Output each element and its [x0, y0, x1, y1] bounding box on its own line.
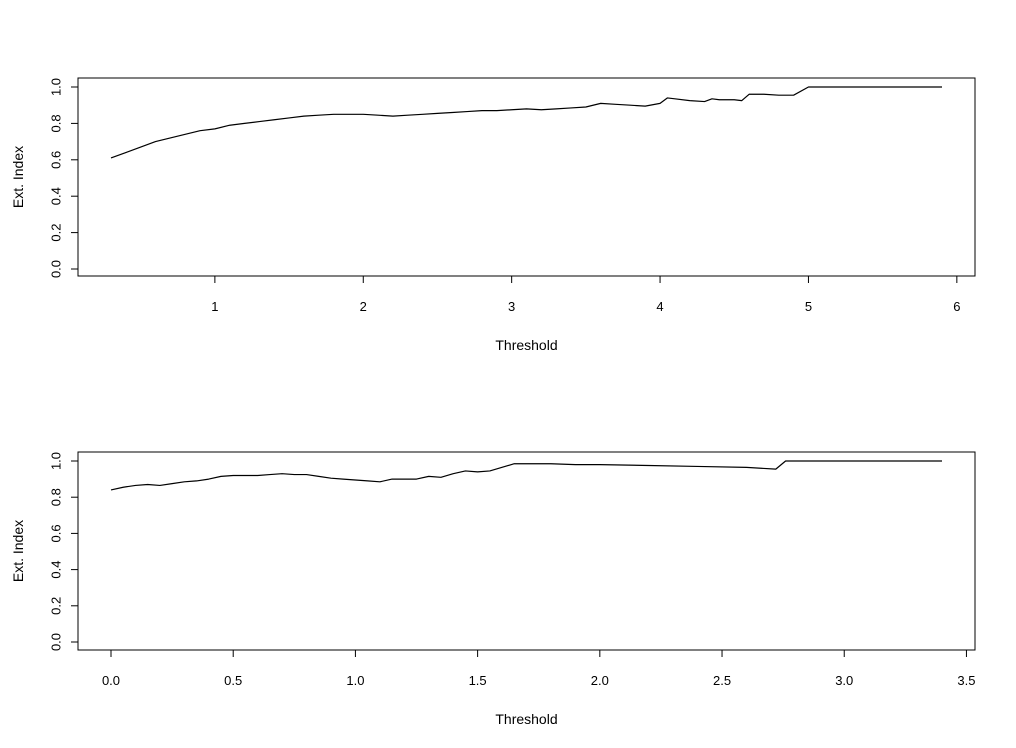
series-line — [110, 86, 942, 159]
plot-frame — [77, 77, 976, 277]
x-axis-label: Threshold — [495, 337, 557, 353]
y-tick-label: 0.4 — [49, 561, 64, 579]
y-axis-label: Ext. Index — [10, 520, 26, 582]
x-tick-label: 2.5 — [713, 673, 731, 688]
plot-frame — [77, 451, 976, 651]
x-tick-label: 2.0 — [591, 673, 609, 688]
x-axis-label: Threshold — [495, 711, 557, 727]
y-tick-label: 0.8 — [49, 488, 64, 506]
x-tick-label: 5 — [805, 299, 812, 314]
y-tick-label: 0.0 — [49, 260, 64, 278]
x-tick-label: 0.0 — [102, 673, 120, 688]
y-axis-label: Ext. Index — [10, 146, 26, 208]
x-tick-label: 0.5 — [224, 673, 242, 688]
y-tick-label: 0.4 — [49, 187, 64, 205]
plot-1: 1 2 3 4 5 6 0.0 0.2 0.4 0.6 0.8 1.0 Threshold Ext. In… — [10, 77, 976, 353]
x-tick-label: 1.5 — [469, 673, 487, 688]
x-tick-label: 1.0 — [346, 673, 364, 688]
plot-2: 0.0 0.5 1.0 1.5 2.0 2.5 3.0 3.5 0.0 0.2 0.4 0.6 0.8 1… — [10, 451, 976, 727]
x-tick-label: 4 — [656, 299, 663, 314]
x-tick-label: 2 — [360, 299, 367, 314]
series-line — [110, 460, 942, 491]
y-tick-label: 1.0 — [49, 78, 64, 96]
y-tick-label: 0.2 — [49, 597, 64, 615]
x-tick-label: 3.5 — [957, 673, 975, 688]
x-tick-label: 6 — [953, 299, 960, 314]
y-tick-label: 0.2 — [49, 224, 64, 242]
x-tick-label: 3 — [508, 299, 515, 314]
y-tick-label: 0.0 — [49, 633, 64, 651]
x-tick-label: 1 — [211, 299, 218, 314]
x-tick-label: 3.0 — [835, 673, 853, 688]
y-tick-label: 1.0 — [49, 452, 64, 470]
y-tick-label: 0.6 — [49, 524, 64, 542]
y-tick-label: 0.8 — [49, 114, 64, 132]
y-tick-label: 0.6 — [49, 151, 64, 169]
